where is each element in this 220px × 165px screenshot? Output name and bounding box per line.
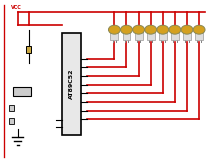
Circle shape <box>133 25 145 34</box>
Text: VCC: VCC <box>11 5 22 10</box>
Bar <box>195 30 203 40</box>
Circle shape <box>157 25 169 34</box>
Circle shape <box>193 25 205 34</box>
Bar <box>171 30 179 40</box>
Circle shape <box>108 25 120 34</box>
Bar <box>135 30 143 40</box>
Circle shape <box>169 25 181 34</box>
Circle shape <box>121 25 132 34</box>
Bar <box>26 46 31 53</box>
Bar <box>123 30 130 40</box>
Bar <box>159 30 167 40</box>
Bar <box>62 33 81 135</box>
Bar <box>13 87 31 96</box>
Bar <box>147 30 155 40</box>
Bar <box>9 105 14 111</box>
Bar <box>183 30 191 40</box>
Text: AT89C52: AT89C52 <box>69 69 74 99</box>
Circle shape <box>145 25 157 34</box>
Circle shape <box>181 25 193 34</box>
Bar <box>9 118 14 124</box>
Bar <box>110 30 118 40</box>
